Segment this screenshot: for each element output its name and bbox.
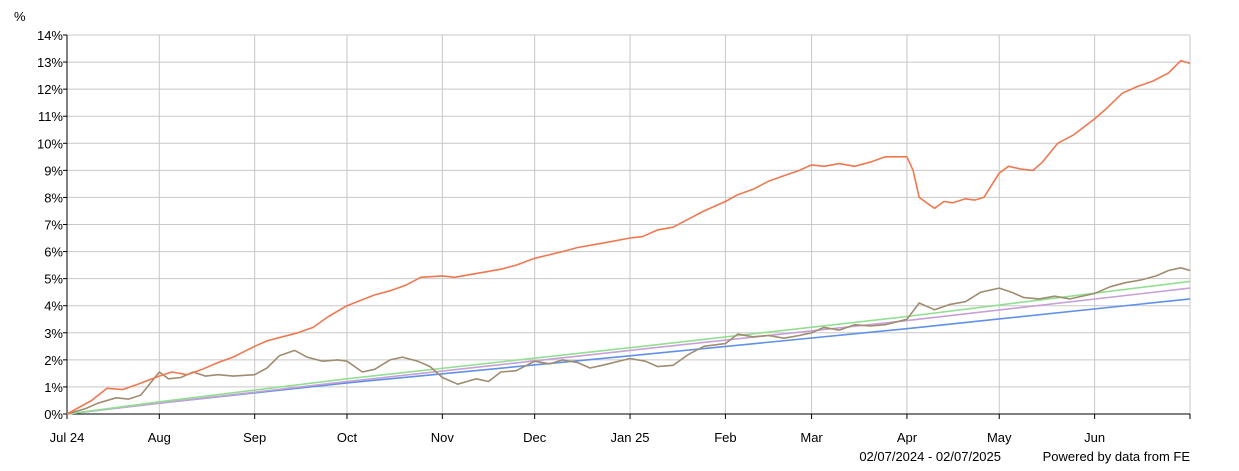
x-tick-label: Oct: [337, 430, 358, 445]
y-tick-labels: 0% 1% 2% 3% 4% 5% 6% 7% 8% 9% 10% 11% 12% 13% 14%: [37, 28, 63, 422]
y-tick-label: 12%: [37, 82, 63, 97]
y-tick-label: 5%: [44, 272, 63, 287]
chart-series: [66, 59, 1191, 415]
y-tick-label: 13%: [37, 55, 63, 70]
x-tick-label: Jan 25: [611, 430, 650, 445]
y-tick-label: 0%: [44, 407, 63, 422]
x-tick-label: Jun: [1084, 430, 1105, 445]
x-tick-labels: Jul 24 Aug Sep Oct Nov Dec Jan 25 Feb Mar Apr May J…: [50, 430, 1105, 445]
y-tick-label: 3%: [44, 326, 63, 341]
y-axis-unit-label: %: [14, 9, 26, 24]
x-tick-label: Nov: [431, 430, 455, 445]
y-tick-label: 8%: [44, 190, 63, 205]
series-line-4: [66, 287, 1191, 415]
date-range-label: 02/07/2024 - 02/07/2025: [859, 449, 1001, 464]
x-tick-label: Feb: [714, 430, 736, 445]
data-credit-label: Powered by data from FE: [1043, 449, 1191, 464]
chart-axes: [63, 34, 1191, 419]
y-tick-label: 14%: [37, 28, 63, 43]
y-tick-label: 4%: [44, 299, 63, 314]
series-line-3: [66, 280, 1191, 415]
chart-grid: [67, 34, 1191, 414]
x-tick-label: Jul 24: [50, 430, 85, 445]
y-tick-label: 10%: [37, 136, 63, 151]
y-tick-label: 9%: [44, 163, 63, 178]
x-tick-label: Aug: [148, 430, 171, 445]
y-tick-label: 7%: [44, 218, 63, 233]
x-tick-label: Apr: [897, 430, 918, 445]
series-line-2: [66, 267, 1191, 415]
y-tick-label: 11%: [38, 109, 63, 124]
series-line-1: [66, 59, 1191, 415]
x-tick-label: May: [987, 430, 1012, 445]
x-tick-label: Mar: [800, 430, 823, 445]
y-tick-label: 2%: [44, 353, 63, 368]
y-tick-label: 6%: [44, 245, 63, 260]
x-tick-label: Dec: [523, 430, 547, 445]
y-tick-label: 1%: [44, 380, 63, 395]
x-tick-label: Sep: [243, 430, 266, 445]
